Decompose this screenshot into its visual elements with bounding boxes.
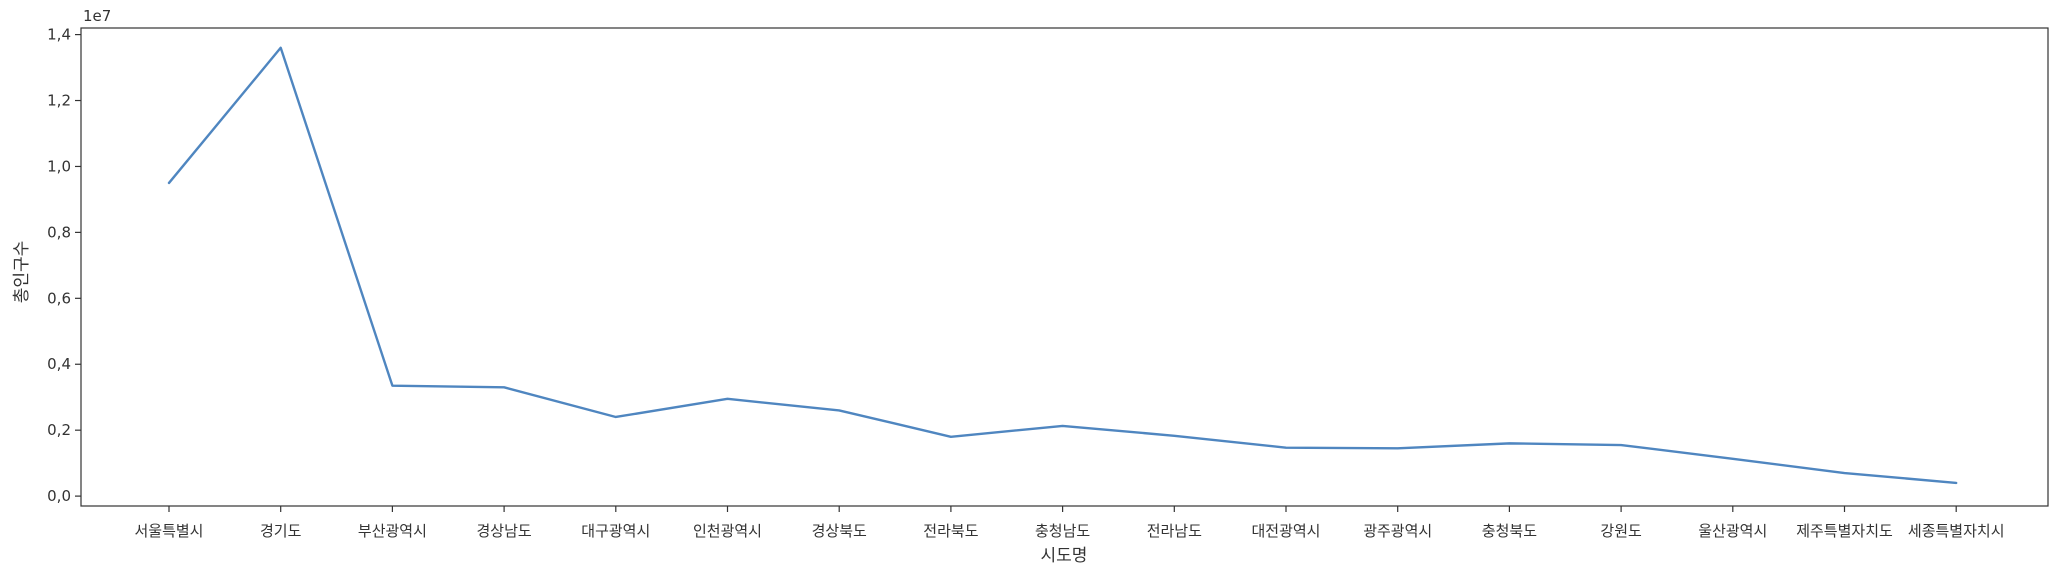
x-tick-label: 대전광역시 (1251, 522, 1320, 540)
x-tick-label: 전라남도 (1147, 522, 1202, 540)
x-tick-label: 광주광역시 (1363, 522, 1432, 540)
x-tick-label: 울산광역시 (1698, 522, 1767, 540)
x-tick-label: 경기도 (260, 522, 302, 540)
x-tick-label: 강원도 (1600, 522, 1642, 540)
y-tick-label: 0,4 (47, 355, 71, 373)
x-tick-label: 경상북도 (812, 522, 867, 540)
x-tick-label: 대구광역시 (581, 522, 650, 540)
x-axis-label: 시도명 (1041, 546, 1088, 566)
x-tick-label: 제주특별자치도 (1796, 522, 1893, 540)
y-tick-label: 0,0 (47, 487, 71, 505)
plot-frame (80, 27, 2049, 507)
y-tick-label: 1,4 (47, 26, 71, 44)
x-tick-label: 부산광역시 (358, 522, 427, 540)
series-line (167, 46, 1958, 485)
series-layer (167, 46, 1958, 485)
y-axis-label: 총인구수 (12, 241, 32, 304)
y-tick-label: 0,8 (47, 223, 71, 241)
y-tick-label: 1,2 (47, 92, 71, 110)
x-axis: 서울특별시 경기도 부산광역시 경상남도 대구광역시 인천광역시 경상북도 전라북도 충청남도 전… (134, 506, 2005, 540)
x-tick-label: 인천광역시 (693, 522, 762, 540)
offset-text: 1e7 (83, 7, 111, 25)
x-tick-label: 경상남도 (476, 522, 531, 540)
y-axis: 0,0 0,2 0,4 0,6 0,8 1,0 1,2 1,4 (47, 26, 81, 505)
x-tick-label: 세종특별자치시 (1908, 522, 2005, 540)
x-tick-label: 충청남도 (1035, 522, 1090, 540)
y-tick-label: 1,0 (47, 157, 71, 175)
y-tick-label: 0,6 (47, 289, 71, 307)
x-tick-label: 충청북도 (1482, 522, 1537, 540)
x-tick-label: 서울특별시 (134, 522, 203, 540)
y-tick-label: 0,2 (47, 421, 71, 439)
x-tick-label: 전라북도 (923, 522, 978, 540)
